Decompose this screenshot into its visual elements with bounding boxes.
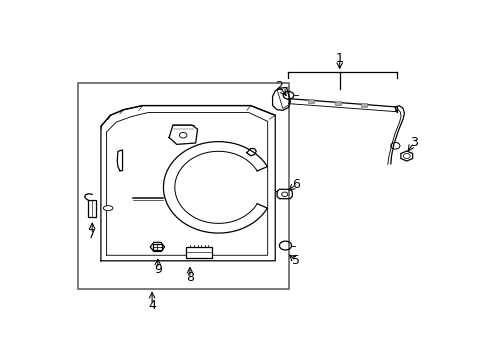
Text: 9: 9 (154, 262, 162, 276)
Ellipse shape (103, 206, 113, 211)
Bar (361, 103, 366, 107)
Bar (78, 84, 288, 288)
Text: 8: 8 (185, 271, 194, 284)
Bar (88, 201, 96, 217)
Bar (307, 99, 314, 103)
Bar (334, 101, 340, 105)
Text: 7: 7 (88, 228, 96, 241)
Text: 2: 2 (275, 80, 283, 93)
Bar (186, 247, 211, 258)
Bar (153, 244, 162, 250)
Text: 4: 4 (148, 299, 156, 312)
Text: 1: 1 (335, 52, 343, 65)
Text: 6: 6 (291, 178, 300, 191)
Text: 3: 3 (409, 136, 417, 149)
Text: 5: 5 (291, 254, 300, 267)
